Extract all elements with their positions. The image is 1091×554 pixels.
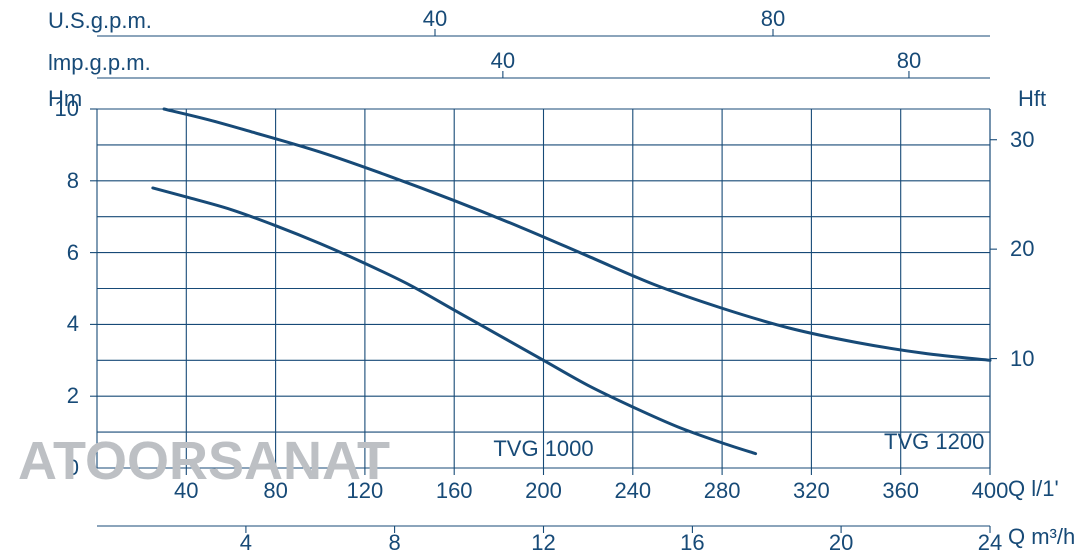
axis-label-q-m3h: Q m³/h bbox=[1008, 524, 1075, 550]
x-tick: 360 bbox=[882, 478, 919, 504]
x-tick: 400 bbox=[972, 478, 1009, 504]
x-tick: 200 bbox=[525, 478, 562, 504]
watermark-latin: ATOORSANAT bbox=[18, 430, 390, 492]
m3h-tick: 20 bbox=[829, 530, 853, 554]
y-tick: 2 bbox=[67, 383, 79, 409]
usgpm-tick: 40 bbox=[423, 6, 447, 32]
m3h-tick: 16 bbox=[680, 530, 704, 554]
y-tick: 4 bbox=[67, 311, 79, 337]
y-tick: 8 bbox=[67, 168, 79, 194]
pump-curve-chart: U.S.g.p.m.lmp.g.p.m.HmHftQ l/1'Q m³/h408… bbox=[0, 0, 1091, 554]
hft-tick: 10 bbox=[1010, 346, 1034, 372]
y-tick: 6 bbox=[67, 240, 79, 266]
hft-tick: 30 bbox=[1010, 127, 1034, 153]
axis-label-hft: Hft bbox=[1018, 86, 1046, 112]
m3h-tick: 4 bbox=[240, 530, 252, 554]
y-tick: 10 bbox=[55, 96, 79, 122]
x-tick: 240 bbox=[614, 478, 651, 504]
axis-label-usgpm: U.S.g.p.m. bbox=[48, 8, 152, 34]
x-tick: 280 bbox=[704, 478, 741, 504]
impgpm-tick: 40 bbox=[491, 48, 515, 74]
axis-label-q-lpm: Q l/1' bbox=[1008, 476, 1059, 502]
x-tick: 160 bbox=[436, 478, 473, 504]
x-tick: 320 bbox=[793, 478, 830, 504]
m3h-tick: 8 bbox=[388, 530, 400, 554]
series-label-tvg-1000: TVG 1000 bbox=[493, 436, 593, 462]
m3h-tick: 24 bbox=[978, 530, 1002, 554]
hft-tick: 20 bbox=[1010, 236, 1034, 262]
impgpm-tick: 80 bbox=[897, 48, 921, 74]
series-label-tvg-1200: TVG 1200 bbox=[884, 429, 984, 455]
m3h-tick: 12 bbox=[531, 530, 555, 554]
usgpm-tick: 80 bbox=[761, 6, 785, 32]
axis-label-impgpm: lmp.g.p.m. bbox=[48, 50, 151, 76]
series-tvg-1200 bbox=[164, 109, 990, 360]
